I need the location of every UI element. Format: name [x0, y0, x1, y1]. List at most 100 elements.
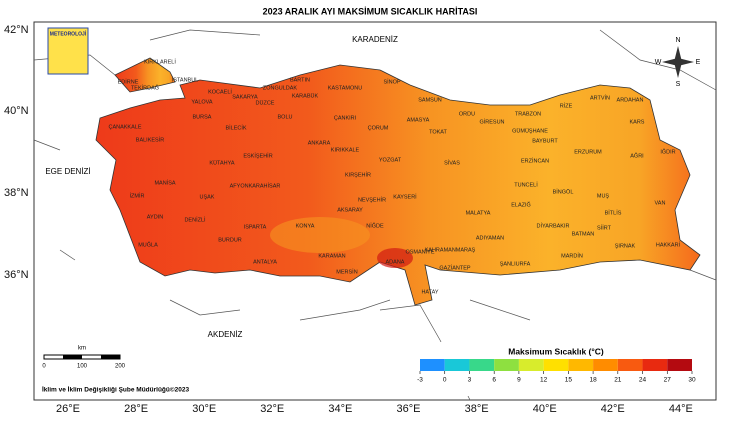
- province-label: AYDIN: [147, 214, 163, 220]
- legend-tick-label: 18: [589, 377, 597, 384]
- province-label: ORDU: [459, 111, 475, 117]
- legend-tick-label: 27: [664, 377, 672, 384]
- legend-swatch: [568, 359, 594, 371]
- legend-swatch: [444, 359, 470, 371]
- province-label: TRABZON: [515, 111, 541, 117]
- province-label: ÇORUM: [368, 125, 389, 131]
- province-label: ESKİŞEHİR: [243, 152, 272, 159]
- province-label: ADANA: [386, 259, 405, 265]
- sea-label: AKDENİZ: [208, 330, 243, 339]
- province-label: MUĞLA: [138, 241, 158, 248]
- province-label: NİĞDE: [366, 222, 384, 229]
- province-label: ISPARTA: [244, 224, 267, 230]
- compass-letter: S: [676, 81, 681, 88]
- province-label: ANKARA: [308, 140, 331, 146]
- sea-label: KARADENİZ: [352, 35, 398, 44]
- province-label: KARAMAN: [318, 253, 345, 259]
- province-label: HATAY: [421, 289, 438, 295]
- legend-tick-label: 30: [688, 377, 696, 384]
- province-label: VAN: [655, 200, 666, 206]
- province-label: İZMİR: [130, 192, 145, 199]
- province-label: ÇANKIRI: [334, 115, 357, 121]
- province-label: NEVŞEHİR: [358, 196, 386, 203]
- scale-bar-segment: [63, 355, 82, 359]
- anatolia: [95, 64, 701, 306]
- lat-label: 36°N: [4, 269, 29, 281]
- province-label: BARTIN: [290, 77, 310, 83]
- province-label: OSMANİYE: [405, 248, 434, 255]
- province-label: ERZURUM: [574, 149, 602, 155]
- legend-swatch: [642, 359, 668, 371]
- province-label: KOCAELİ: [208, 88, 232, 95]
- province-label: BATMAN: [572, 231, 595, 237]
- province-label: BAYBURT: [532, 138, 558, 144]
- scale-tick-label: 100: [77, 364, 88, 370]
- lon-label: 28°E: [124, 403, 148, 415]
- compass-rose: [662, 46, 694, 78]
- compass-letter: W: [655, 59, 662, 66]
- lat-label: 42°N: [4, 24, 29, 36]
- legend-swatch: [494, 359, 519, 371]
- province-label: SİVAS: [444, 159, 460, 166]
- lon-label: 38°E: [465, 403, 489, 415]
- thrace: [114, 57, 176, 93]
- scale-tick-label: 0: [42, 364, 46, 370]
- province-label: ÇANAKKALE: [108, 124, 141, 130]
- province-label: KARS: [630, 119, 645, 125]
- province-label: KASTAMONU: [328, 85, 362, 91]
- compass: N S E W: [655, 37, 701, 88]
- compass-letter: E: [696, 59, 701, 66]
- province-label: MUŞ: [597, 193, 610, 199]
- legend-tick-label: 9: [517, 377, 521, 384]
- province-label: ARDAHAN: [617, 97, 644, 103]
- province-label: BİTLİS: [605, 209, 622, 216]
- province-label: KÜTAHYA: [209, 159, 234, 166]
- province-label: ŞIRNAK: [615, 243, 636, 249]
- lon-label: 26°E: [56, 403, 80, 415]
- province-label: TEKİRDAĞ: [131, 84, 159, 91]
- province-label: TOKAT: [429, 129, 447, 135]
- legend-swatch: [543, 359, 569, 371]
- legend-tick-label: -3: [417, 377, 423, 384]
- province-label: ZONGULDAK: [263, 85, 298, 91]
- province-label: SAKARYA: [232, 94, 258, 100]
- neighbour-borders: [33, 29, 717, 401]
- province-label: KAHRAMANMARAŞ: [425, 247, 476, 253]
- province-label: ARTVİN: [590, 94, 610, 101]
- province-label: BİLECİK: [225, 124, 246, 131]
- province-label: ERZİNCAN: [521, 157, 549, 164]
- scale-tick-label: 200: [115, 364, 126, 370]
- legend-swatch: [518, 359, 544, 371]
- province-label: BALIKESİR: [136, 136, 164, 143]
- province-label: İSTANBUL: [172, 76, 199, 83]
- province-label: KIRIKKALE: [331, 147, 360, 153]
- province-label: KAYSERİ: [393, 193, 417, 200]
- province-label: KARABÜK: [292, 92, 319, 99]
- province-label: KIRKLARELİ: [144, 58, 176, 65]
- legend-tick-label: 21: [614, 377, 622, 384]
- title: 2023 ARALIK AYI MAKSİMUM SICAKLIK HARİTA…: [263, 6, 478, 16]
- lon-label: 40°E: [533, 403, 557, 415]
- logo: [47, 27, 89, 75]
- lon-label: 36°E: [397, 403, 421, 415]
- province-label: YALOVA: [191, 99, 213, 105]
- province-label: DÜZCE: [256, 99, 275, 106]
- province-label: ANTALYA: [253, 259, 277, 265]
- legend-tick-label: 0: [443, 377, 447, 384]
- province-label: UŞAK: [200, 194, 215, 200]
- province-label: MARDİN: [561, 252, 583, 259]
- credit: İklim ve İklim Değişikliği Şube Müdürlüğ…: [42, 386, 189, 394]
- province-label: ŞANLIURFA: [500, 261, 531, 267]
- lat-label: 40°N: [4, 105, 29, 117]
- province-label: AMASYA: [407, 117, 430, 123]
- province-label: ADIYAMAN: [476, 235, 504, 241]
- scale-bar-segment: [101, 355, 120, 359]
- legend-swatch: [593, 359, 618, 371]
- province-label: MANİSA: [154, 179, 175, 186]
- province-label: GİRESUN: [479, 118, 504, 125]
- province-label: BİNGÖL: [553, 188, 574, 195]
- province-label: RİZE: [560, 102, 573, 109]
- legend-tick-label: 12: [540, 377, 548, 384]
- legend-title: Maksimum Sıcaklık (°C): [508, 346, 604, 356]
- province-label: SİİRT: [597, 224, 612, 231]
